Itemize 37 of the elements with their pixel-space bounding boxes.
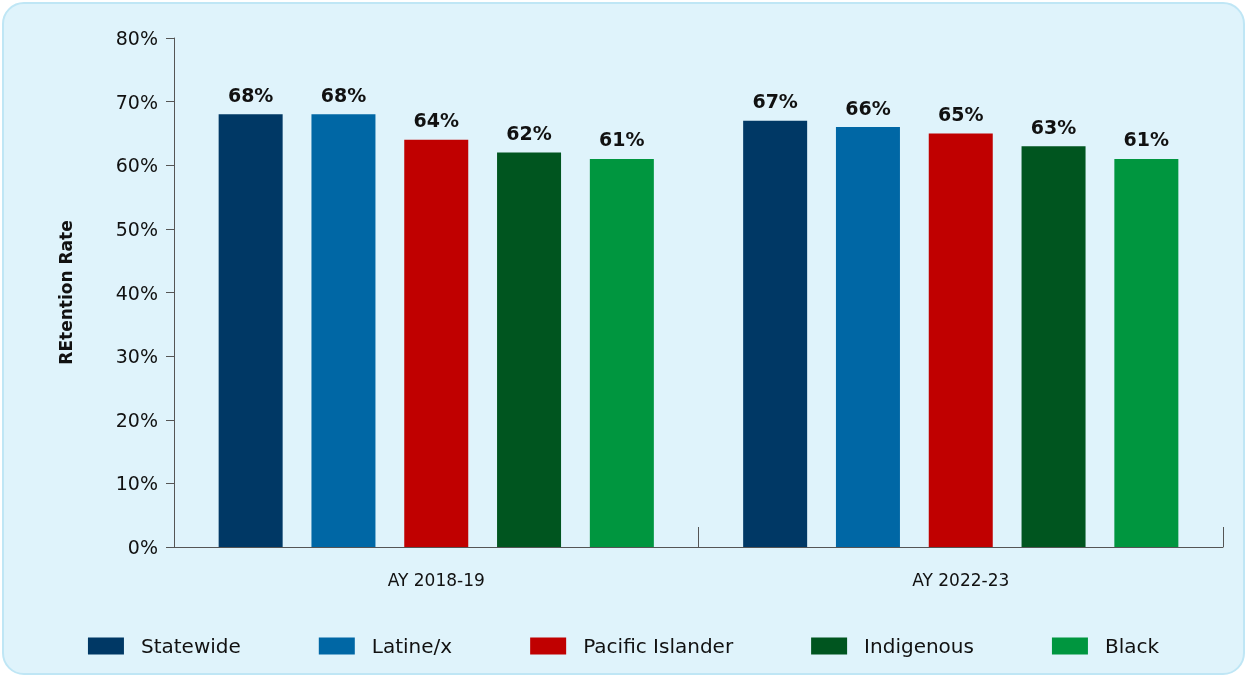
bar — [1114, 158, 1179, 547]
y-tick-label: 10% — [115, 472, 158, 495]
bar — [835, 127, 900, 547]
data-label: 64% — [413, 109, 459, 132]
bar — [311, 114, 376, 547]
bar — [589, 158, 654, 547]
legend-label: Latine/x — [371, 634, 453, 658]
y-axis-title: REtention Rate — [55, 220, 76, 365]
legend-label: Black — [1104, 634, 1160, 658]
legend-label: Indigenous — [864, 634, 974, 658]
y-tick-label: 20% — [115, 408, 158, 431]
y-tick-label: 0% — [127, 536, 158, 558]
y-tick-label: 30% — [115, 345, 158, 368]
bar — [404, 139, 469, 547]
data-label: 63% — [1030, 115, 1077, 138]
legend-label: Pacific Islander — [583, 634, 734, 658]
bar — [1021, 146, 1086, 547]
data-label: 65% — [938, 102, 984, 125]
bar — [743, 120, 808, 547]
data-label: 68% — [320, 83, 367, 106]
bar — [928, 133, 993, 547]
bar — [497, 152, 562, 547]
y-tick-label: 70% — [115, 90, 158, 113]
legend-label: Statewide — [140, 634, 241, 658]
y-tick-label: 60% — [115, 154, 158, 177]
bar — [218, 114, 283, 547]
data-label: 61% — [1123, 128, 1170, 151]
y-tick-label: 50% — [115, 217, 158, 240]
x-tick-label: AY 2018-19 — [387, 569, 485, 590]
data-label: 61% — [599, 128, 645, 151]
data-label: 66% — [845, 96, 891, 119]
data-label: 62% — [506, 122, 552, 145]
y-tick-label: 80% — [115, 27, 158, 49]
y-tick-label: 40% — [115, 281, 158, 304]
x-tick-label: AY 2022-23 — [912, 569, 1010, 590]
data-label: 68% — [227, 83, 274, 106]
data-label: 67% — [752, 90, 798, 113]
